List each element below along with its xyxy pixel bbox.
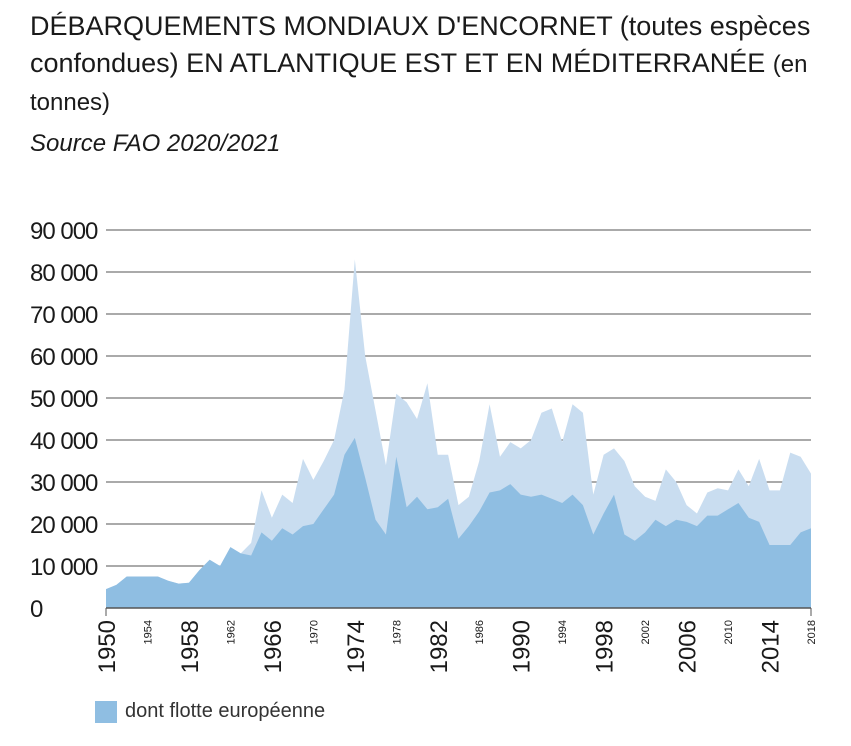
- x-tick-label-minor: 1986: [474, 620, 486, 644]
- x-tick-label: 2014: [758, 620, 785, 673]
- area-europe: [106, 437, 811, 608]
- x-tick-label: 1950: [94, 620, 121, 673]
- x-axis: 1950 1958 1966 1974 1982 1990 1998 2006 2014 1954…: [94, 607, 818, 673]
- y-tick-label: 0: [30, 596, 43, 623]
- y-tick-label: 40 000: [30, 428, 98, 455]
- y-tick-label: 20 000: [30, 512, 98, 539]
- y-tick-label: 50 000: [30, 386, 98, 413]
- y-tick-label: 10 000: [30, 554, 98, 581]
- legend-label-europe: dont flotte européenne: [125, 700, 326, 722]
- y-tick-label: 70 000: [30, 302, 98, 329]
- x-tick-label: 1966: [260, 620, 287, 673]
- y-tick-label: 60 000: [30, 344, 98, 371]
- x-tick-label-minor: 1970: [308, 620, 320, 644]
- y-tick-label: 90 000: [30, 218, 98, 245]
- chart-source: Source FAO 2020/2021: [30, 130, 281, 157]
- x-tick-label-minor: 2010: [723, 620, 735, 644]
- area-chart: 0 10 000 20 000 30 000 40 000 50 000 60 000 70 …: [30, 218, 818, 673]
- x-tick-label-minor: 1962: [225, 620, 237, 644]
- chart-title-unit: (en tonnes): [30, 51, 808, 116]
- chart-title-main: DÉBARQUEMENTS MONDIAUX D'ENCORNET (toute…: [30, 11, 811, 78]
- x-tick-label: 1974: [343, 620, 370, 673]
- area-total: [106, 259, 811, 608]
- y-axis: 0 10 000 20 000 30 000 40 000 50 000 60 000 70 …: [30, 218, 99, 623]
- x-tick-label-minor: 1994: [557, 620, 569, 644]
- legend-swatch-europe: [95, 700, 117, 723]
- legend: dont flotte européenne: [95, 700, 325, 723]
- y-tick-label: 80 000: [30, 260, 98, 287]
- x-tick-label-minor: 1954: [142, 620, 154, 644]
- x-tick-label: 1958: [177, 620, 204, 673]
- x-tick-label: 1998: [592, 620, 619, 673]
- x-tick-label-minor: 1978: [391, 620, 403, 644]
- x-tick-label: 2006: [675, 620, 702, 673]
- chart-title: DÉBARQUEMENTS MONDIAUX D'ENCORNET (toute…: [30, 8, 830, 121]
- x-tick-label-minor: 2018: [806, 620, 818, 644]
- x-tick-label: 1982: [426, 620, 453, 673]
- y-tick-label: 30 000: [30, 470, 98, 497]
- x-tick-label-minor: 2002: [640, 620, 652, 644]
- chart-areas: [106, 259, 811, 608]
- x-tick-label: 1990: [509, 620, 536, 673]
